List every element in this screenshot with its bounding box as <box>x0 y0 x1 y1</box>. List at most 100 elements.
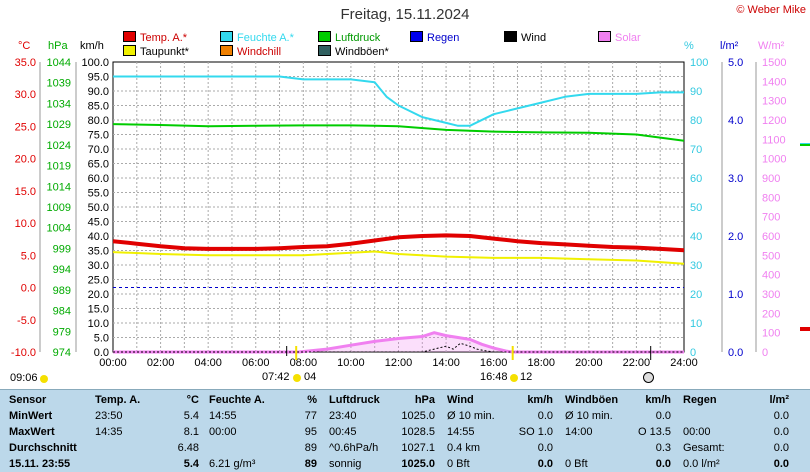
moon-icon <box>643 372 654 383</box>
temp-tick-label: -10.0 <box>11 347 36 359</box>
wind-tick-label: 65.0 <box>88 159 109 171</box>
wind-tick-label: 10.0 <box>88 318 109 330</box>
wind-avg10: 0.0 <box>537 410 553 422</box>
wind-tick-label: 5.0 <box>94 333 109 345</box>
pressure-tick-label: 1029 <box>47 119 71 131</box>
pressure-tick-label: 994 <box>53 264 71 276</box>
legend-swatch <box>220 45 233 56</box>
legend-item: Solar <box>598 31 641 44</box>
rain-header-unit: l/m² <box>769 394 789 406</box>
sunrise-icon <box>293 374 301 382</box>
temp-tick-label: 10.0 <box>15 218 36 230</box>
temp-tick-label: 20.0 <box>15 154 36 166</box>
temp-tick-label: 25.0 <box>15 121 36 133</box>
pressure-avg: 1027.1 <box>401 442 435 454</box>
rain-unit: l/m² <box>720 40 739 52</box>
humidity-tick-label: 20 <box>690 289 702 301</box>
rain-max-time: 00:00 <box>683 426 711 438</box>
temp-tick-label: 15.0 <box>15 186 36 198</box>
pressure-tick-label: 1024 <box>47 140 71 152</box>
solar-tick-label: 300 <box>762 289 780 301</box>
legend-swatch <box>598 31 611 42</box>
pressure-column: Luftdruck hPa 23:40 1025.0 00:45 1028.5 ^0.… <box>326 392 438 472</box>
wind-column: Wind km/h Ø 10 min. 0.0 14:55 SO 1.0 0.4 km… <box>444 392 556 472</box>
series-line-feuchte-a <box>113 75 684 127</box>
rain-min: 0.0 <box>773 410 789 422</box>
legend-item: Windböen* <box>318 45 389 58</box>
chart-title: Freitag, 15.11.2024 <box>340 6 470 23</box>
humidity-tick-label: 80 <box>690 115 702 127</box>
humidity-tick-label: 100 <box>690 57 708 69</box>
temp-tick-label: 30.0 <box>15 89 36 101</box>
pressure-unit: hPa <box>48 40 68 52</box>
temp-column: Temp. A. °C 23:50 5.4 14:35 8.1 6.48 5.4 <box>92 392 202 472</box>
wind-tick-label: 20.0 <box>88 289 109 301</box>
humidity-tick-label: 50 <box>690 202 702 214</box>
legend-item: Temp. A.* <box>123 31 187 44</box>
wind-tick-label: 55.0 <box>88 188 109 200</box>
gust-avg-note <box>562 440 629 456</box>
solar-tick-label: 500 <box>762 250 780 262</box>
left-time: 09:06 <box>10 372 38 384</box>
x-tick-label: 24:00 <box>670 357 698 369</box>
gust-avg-label: Ø 10 min. <box>565 410 613 422</box>
copyright-link[interactable]: © Weber Mike <box>736 4 806 16</box>
wind-tick-label: 30.0 <box>88 260 109 272</box>
humidity-max: 95 <box>304 426 317 438</box>
wind-tick-label: 0.0 <box>94 347 109 359</box>
humidity-tick-label: 60 <box>690 173 702 185</box>
humidity-header-unit: % <box>307 394 317 406</box>
temp-avg: 6.48 <box>177 442 199 454</box>
wind-tick-label: 70.0 <box>88 144 109 156</box>
humidity-column: Feuchte A.% 14:55 77 00:00 95 89 6.21 g/m³… <box>206 392 320 472</box>
pressure-max: 1028.5 <box>401 426 435 438</box>
pressure-tick-label: 984 <box>53 306 71 318</box>
temp-tick-label: 5.0 <box>21 250 36 262</box>
row-label: MaxWert <box>9 426 55 438</box>
temp-min-time: 23:50 <box>95 410 123 422</box>
wind-tick-label: 75.0 <box>88 130 109 142</box>
x-tick-label: 10:00 <box>337 357 365 369</box>
legend-item: Feuchte A.* <box>220 31 294 44</box>
gust-bft: 0 Bft <box>565 458 588 470</box>
pressure-trend: ^0.6hPa/h <box>329 442 379 454</box>
legend-item: Wind <box>504 31 546 44</box>
edge-marker-pressure <box>800 144 810 146</box>
wind-bft: 0 Bft <box>447 458 470 470</box>
pressure-tick-label: 974 <box>53 347 71 359</box>
statistics-panel: Sensor MinWert MaxWert Durchschnitt 15.1… <box>0 389 810 472</box>
solar-tick-label: 1100 <box>762 134 786 146</box>
gust-max-time: 14:00 <box>565 426 593 438</box>
rain-rate: 0.0 l/m² <box>683 458 720 470</box>
humidity-tick-label: 30 <box>690 260 702 272</box>
humidity-avg-note <box>206 440 294 456</box>
humidity-tick-label: 10 <box>690 318 702 330</box>
series-line-solar <box>113 331 684 354</box>
sunrise-time: 07:42 <box>262 371 290 383</box>
x-tick-label: 00:00 <box>99 357 127 369</box>
x-tick-label: 06:00 <box>242 357 270 369</box>
humidity-abs: 6.21 g/m³ <box>209 458 256 470</box>
wind-current: 0.0 <box>537 458 553 470</box>
x-tick-label: 08:00 <box>290 357 318 369</box>
pressure-min: 1025.0 <box>401 410 435 422</box>
rain-current: 0.0 <box>773 458 789 470</box>
legend-item: Luftdruck <box>318 31 380 44</box>
wind-header: Wind <box>447 394 474 406</box>
sun-icon <box>40 375 48 383</box>
series-line-luftdruck <box>112 123 685 142</box>
pressure-tick-label: 1009 <box>47 202 71 214</box>
wind-max-time: 14:55 <box>447 426 475 438</box>
legend-swatch <box>220 31 233 42</box>
legend-item: Regen <box>410 31 459 44</box>
rain-tick-label: 0.0 <box>728 347 743 359</box>
weather-chart: 35.0 30.0 25.0 20.0 15.0 10.0 5.0 0.0 -5.0 -10.0 1… <box>11 57 810 369</box>
gust-column: Windböen km/h Ø 10 min. 0.0 14:00 O 13.5 0.… <box>562 392 674 472</box>
wind-tick-label: 60.0 <box>88 173 109 185</box>
wind-tick-label: 95.0 <box>88 72 109 84</box>
legend-label: Windchill <box>237 46 282 58</box>
sunset-time: 16:48 <box>480 371 508 383</box>
rain-tick-label: 5.0 <box>728 57 743 69</box>
moon-phase-right: 12 <box>520 371 533 383</box>
legend-item: Taupunkt* <box>123 45 189 58</box>
